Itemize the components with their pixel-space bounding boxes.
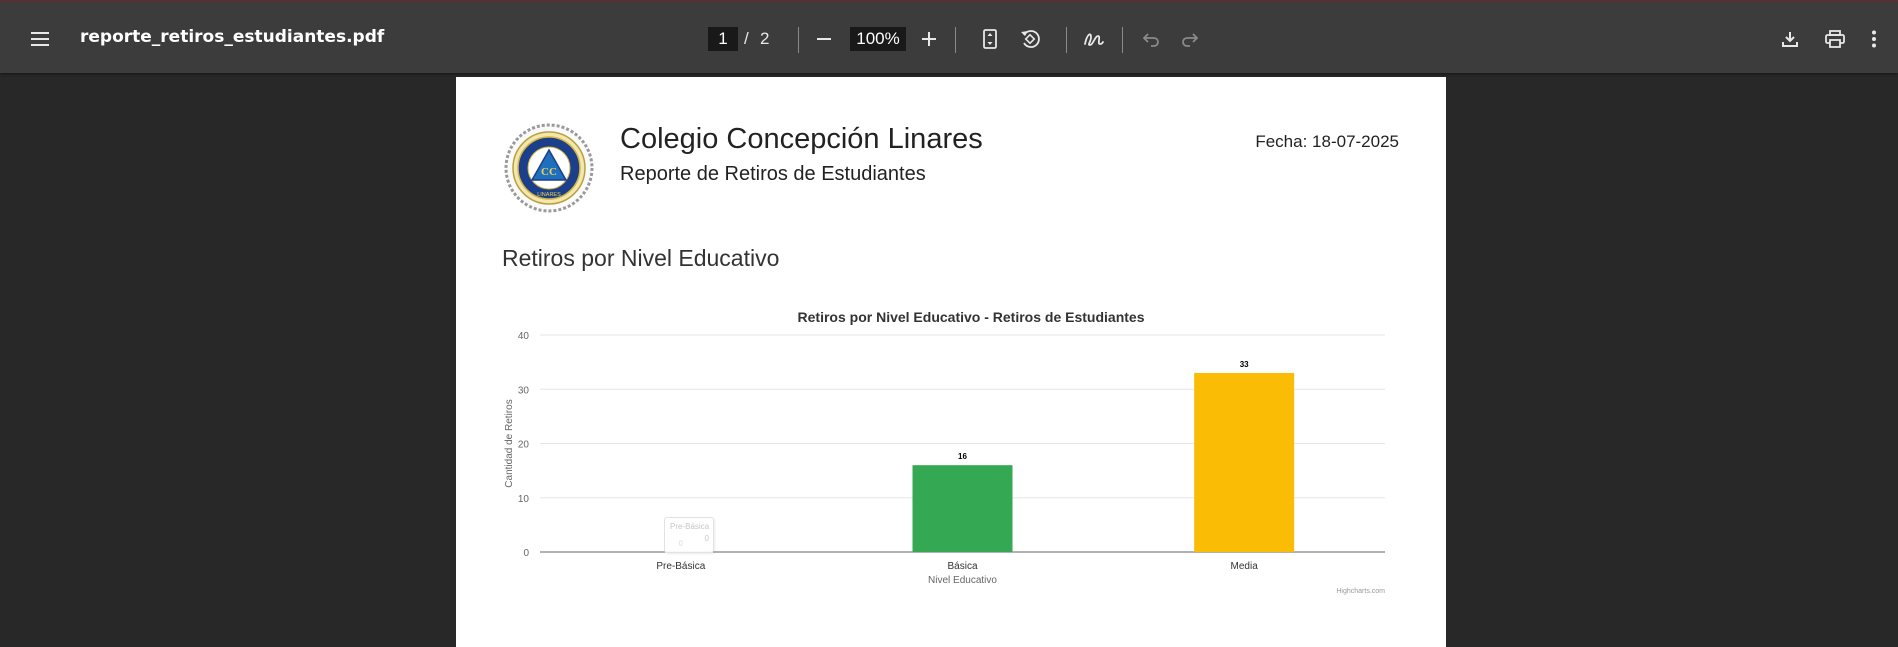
section-title: Retiros por Nivel Educativo (502, 245, 780, 271)
school-name: Colegio Concepción Linares (620, 123, 983, 155)
page-total: 2 (760, 29, 770, 48)
report-date: Fecha: 18-07-2025 (1255, 132, 1399, 151)
y-tick-label: 30 (518, 385, 530, 396)
data-label: 16 (958, 452, 967, 461)
undo-icon (1142, 33, 1159, 47)
more-icon (1872, 30, 1876, 48)
redo-button[interactable] (1172, 21, 1208, 57)
zoom-out-button[interactable] (806, 21, 842, 57)
svg-text:CC: CC (541, 166, 557, 178)
svg-text:LINARES: LINARES (537, 192, 561, 198)
print-icon (1825, 30, 1845, 48)
y-tick-label: 10 (518, 494, 530, 505)
toolbar-divider (798, 27, 799, 53)
y-axis-title: Cantidad de Retiros (504, 399, 515, 487)
menu-button[interactable] (22, 21, 58, 57)
more-options-button[interactable] (1862, 21, 1886, 57)
rotate-button[interactable] (1012, 21, 1048, 57)
print-button[interactable] (1817, 21, 1853, 57)
pdf-toolbar: reporte_retiros_estudiantes.pdf / 2 (0, 1, 1898, 73)
pdf-page: CC LINARES Colegio Concepción Linares Re… (456, 77, 1446, 647)
download-icon (1782, 32, 1798, 47)
school-logo: CC LINARES (504, 123, 594, 213)
window-top-border (0, 0, 1898, 1)
y-tick-label: 40 (518, 331, 530, 342)
y-tick-label: 0 (523, 548, 529, 559)
download-button[interactable] (1772, 21, 1808, 57)
chart-tooltip: Pre-Básica 0 (664, 517, 714, 553)
draw-button[interactable] (1076, 21, 1112, 57)
toolbar-divider (1066, 27, 1067, 53)
toolbar-divider (1122, 27, 1123, 53)
draw-icon (1084, 33, 1104, 46)
zoom-in-button[interactable] (911, 21, 947, 57)
data-label: 33 (1240, 360, 1249, 369)
chart-title: Retiros por Nivel Educativo - Retiros de… (798, 309, 1145, 325)
bar (912, 465, 1013, 552)
page-separator: / (744, 29, 749, 48)
bar-chart: Retiros por Nivel Educativo - Retiros de… (504, 309, 1385, 595)
x-axis-title: Nivel Educativo (928, 575, 997, 586)
tooltip-category: Pre-Básica (670, 522, 710, 531)
x-tick-label: Pre-Básica (656, 561, 705, 572)
page-number-input[interactable] (708, 27, 738, 51)
chart-credits: Highcharts.com (1336, 588, 1385, 595)
x-tick-label: Básica (947, 561, 977, 572)
bar (1194, 372, 1295, 552)
x-tick-label: Media (1231, 561, 1259, 572)
report-title: Reporte de Retiros de Estudiantes (620, 163, 926, 185)
zoom-in-icon (922, 32, 936, 46)
tooltip-value: 0 (704, 534, 709, 543)
fit-page-icon (983, 29, 997, 49)
rotate-icon (1021, 30, 1040, 48)
document-filename: reporte_retiros_estudiantes.pdf (80, 27, 385, 47)
zoom-out-icon (817, 38, 831, 40)
redo-icon (1182, 33, 1199, 47)
toolbar-divider (955, 27, 956, 53)
fit-page-button[interactable] (972, 21, 1008, 57)
y-tick-label: 20 (518, 440, 530, 451)
undo-button[interactable] (1133, 21, 1169, 57)
zoom-level-input[interactable] (850, 27, 906, 51)
menu-icon (31, 32, 49, 46)
